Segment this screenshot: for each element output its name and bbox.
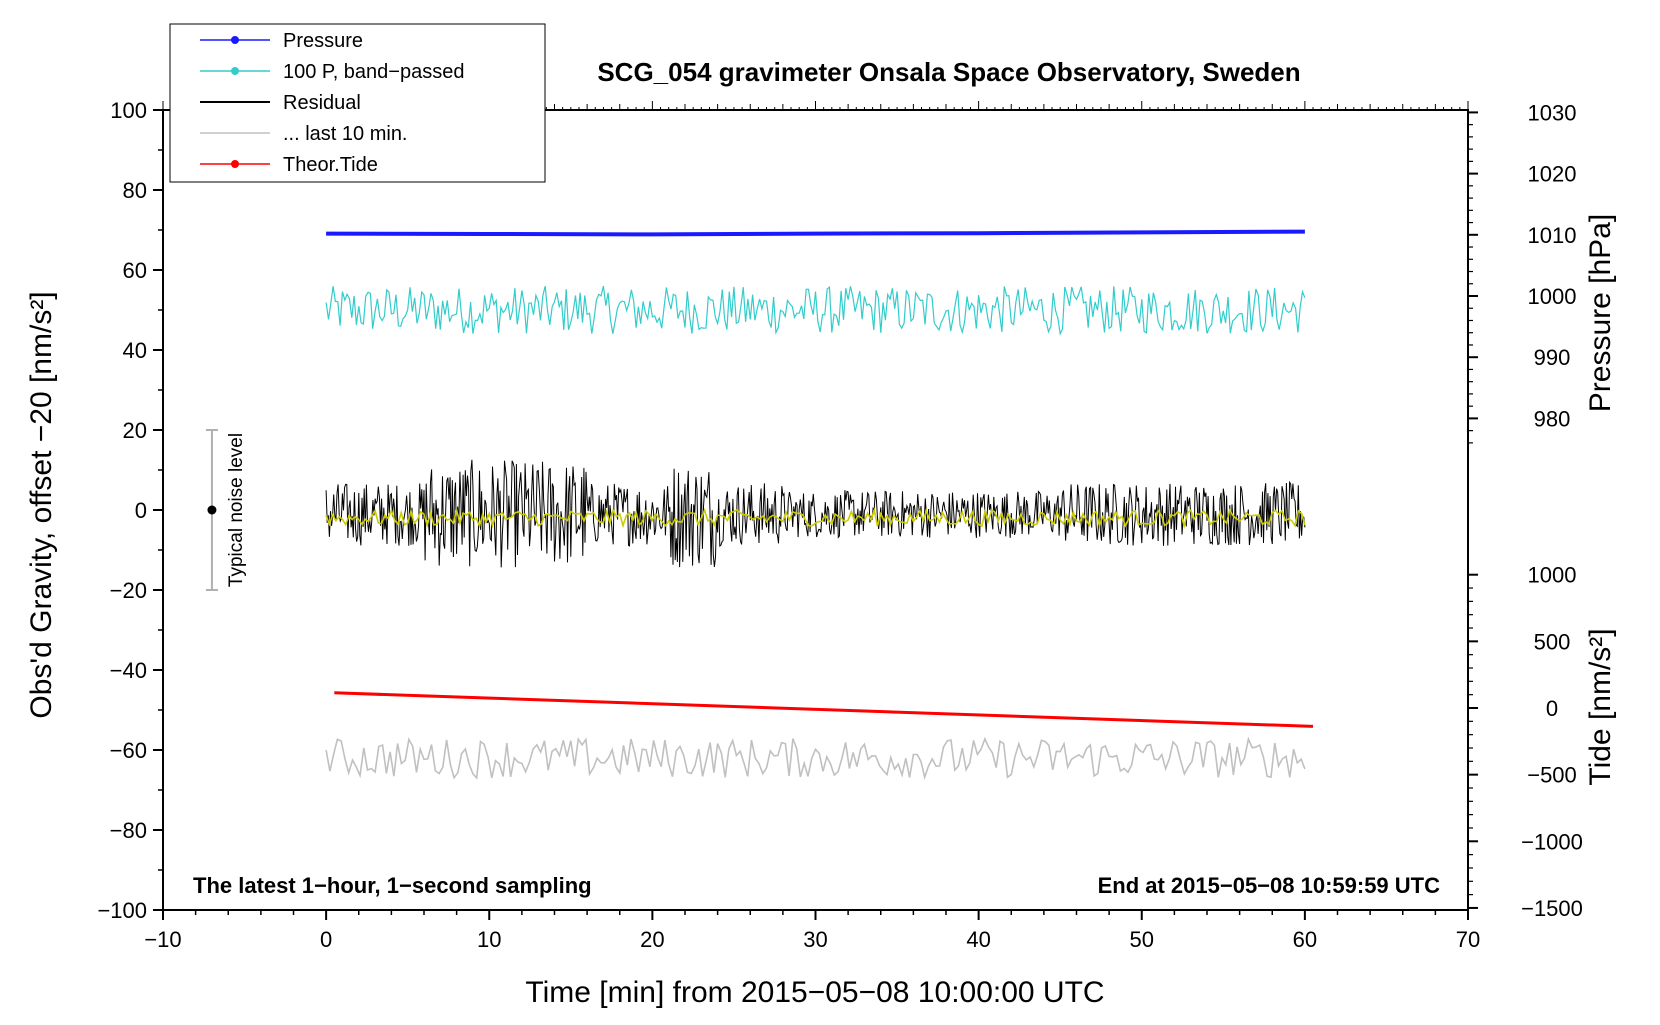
x-tick-label: 60 xyxy=(1293,927,1317,952)
axes-layer: −10 0 10 20 30 40 50 60 70−100−80−60−40−20020406… xyxy=(97,98,1582,952)
y-tick-label: −40 xyxy=(110,658,147,683)
series-theoretical-tide xyxy=(334,691,1314,728)
annotation-sampling: The latest 1−hour, 1−second sampling xyxy=(193,873,592,898)
legend-label: Theor.Tide xyxy=(283,154,378,176)
pressure-tick-label: 1000 xyxy=(1528,284,1577,309)
legend-label: Residual xyxy=(283,92,361,114)
series-pressure xyxy=(326,229,1305,237)
y-tick-label: 20 xyxy=(123,418,147,443)
y-axis-title-tide: Tide [nm/s²] xyxy=(1584,628,1617,785)
series-residual-smoothed xyxy=(325,507,1306,529)
legend-marker xyxy=(231,67,239,75)
series-residual xyxy=(325,459,1306,568)
x-tick-label: 30 xyxy=(803,927,827,952)
noise-bar: Typical noise level xyxy=(205,429,247,591)
legend-label: 100 P, band−passed xyxy=(283,61,464,83)
legend-marker xyxy=(231,36,239,44)
y-tick-label: 40 xyxy=(123,338,147,363)
legend: Pressure 100 P, band−passed Residual ... la… xyxy=(169,23,546,183)
series-bandpassed-pressure xyxy=(325,285,1306,336)
pressure-tick-label: 1010 xyxy=(1528,223,1577,248)
chart-title: SCG_054 gravimeter Onsala Space Observat… xyxy=(597,57,1300,87)
x-tick-label: 10 xyxy=(477,927,501,952)
y-tick-label: −20 xyxy=(110,578,147,603)
legend-label: ... last 10 min. xyxy=(283,123,408,145)
tide-tick-label: 1000 xyxy=(1528,563,1577,588)
y-tick-label: 80 xyxy=(123,178,147,203)
tide-tick-label: 500 xyxy=(1534,629,1571,654)
y-tick-label: 100 xyxy=(110,98,147,123)
y-tick-label: 60 xyxy=(123,258,147,283)
y-tick-label: −60 xyxy=(110,738,147,763)
y-tick-label: −100 xyxy=(97,898,147,923)
series-layer xyxy=(325,229,1314,781)
legend-label: Pressure xyxy=(283,30,363,52)
x-tick-label: 20 xyxy=(640,927,664,952)
noise-bar-center-dot xyxy=(207,505,217,515)
tide-tick-label: 0 xyxy=(1546,696,1558,721)
y-tick-label: 0 xyxy=(135,498,147,523)
x-tick-label: 70 xyxy=(1456,927,1480,952)
pressure-tick-label: 1020 xyxy=(1528,162,1577,187)
annotation-end-time: End at 2015−05−08 10:59:59 UTC xyxy=(1098,873,1441,898)
noise-bar-label: Typical noise level xyxy=(226,433,247,587)
legend-marker xyxy=(231,160,239,168)
x-tick-label: 50 xyxy=(1130,927,1154,952)
pressure-tick-label: 990 xyxy=(1534,345,1571,370)
x-tick-label: −10 xyxy=(144,927,181,952)
pressure-tick-label: 980 xyxy=(1534,406,1571,431)
x-axis-title: Time [min] from 2015−05−08 10:00:00 UTC xyxy=(525,976,1104,1009)
tide-tick-label: −1000 xyxy=(1521,829,1583,854)
x-tick-label: 0 xyxy=(320,927,332,952)
y-axis-title-left: Obs'd Gravity, offset −20 [nm/s²] xyxy=(25,291,58,718)
tide-tick-label: −500 xyxy=(1527,763,1577,788)
pressure-tick-label: 1030 xyxy=(1528,100,1577,125)
y-tick-label: −80 xyxy=(110,818,147,843)
tide-tick-label: −1500 xyxy=(1521,896,1583,921)
x-tick-label: 40 xyxy=(966,927,990,952)
y-axis-title-pressure: Pressure [hPa] xyxy=(1584,214,1617,412)
series-last-10-min xyxy=(325,736,1306,781)
